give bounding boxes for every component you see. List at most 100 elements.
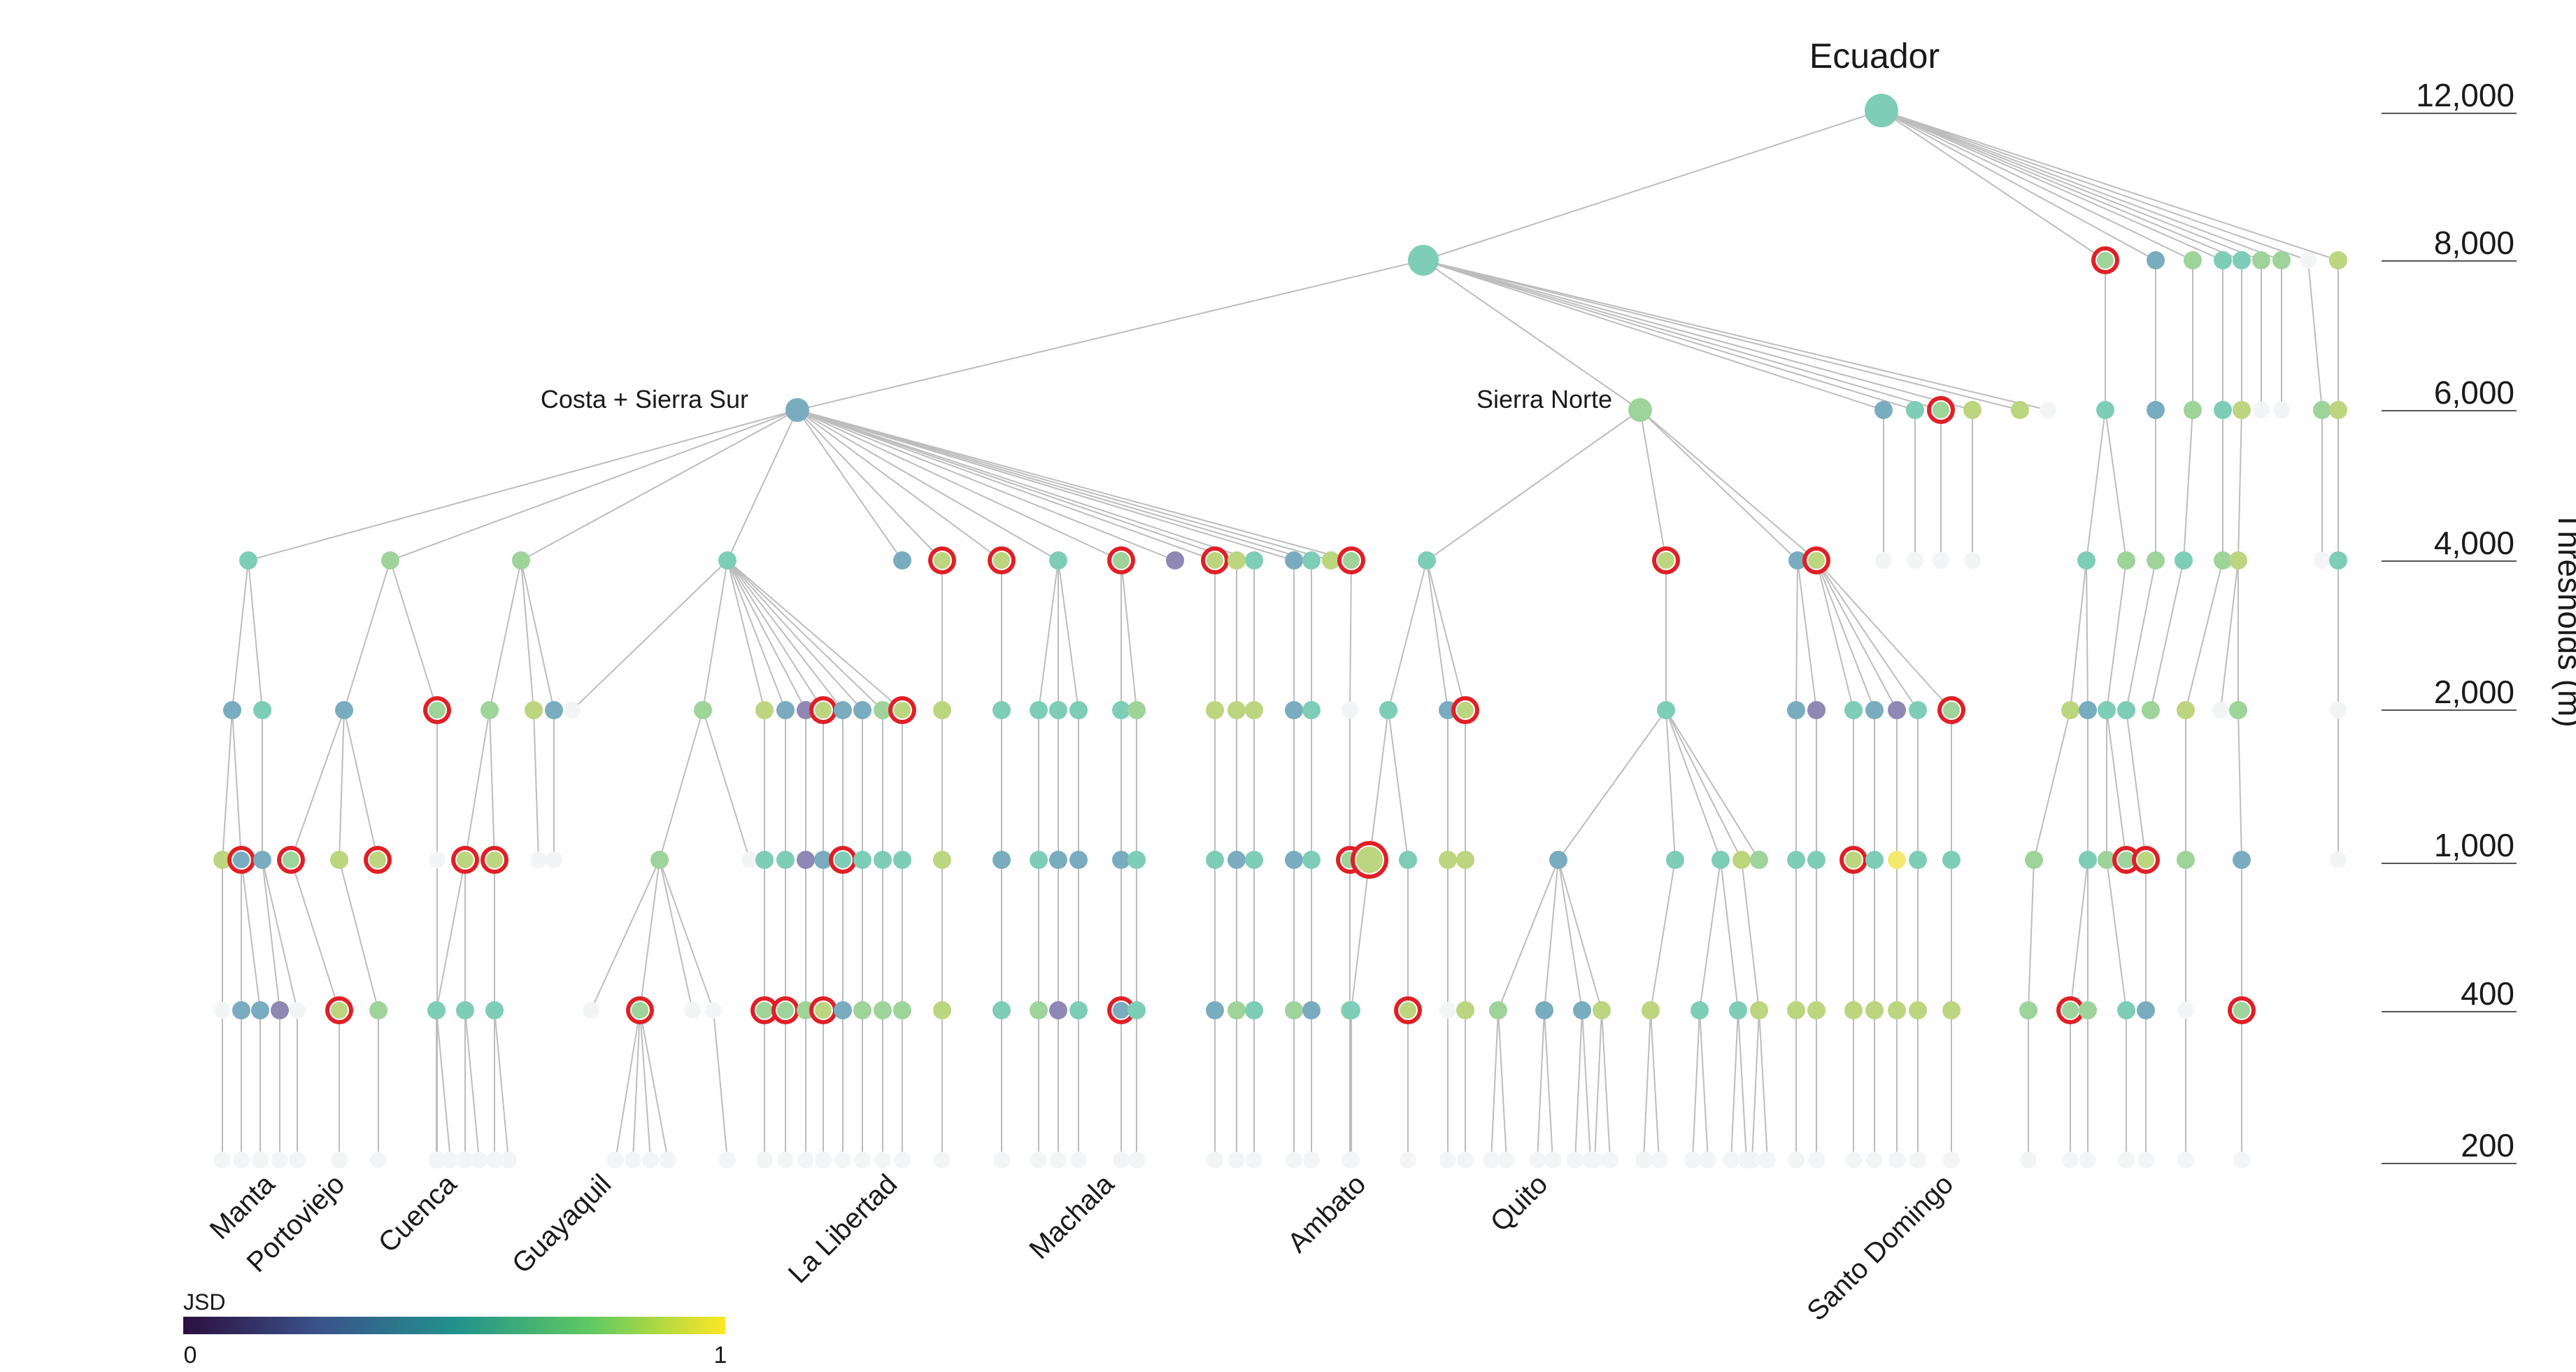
tree-node (2137, 1152, 2154, 1168)
tree-node (1642, 1001, 1660, 1019)
tree-node (1343, 1152, 1360, 1168)
tree-node (1549, 851, 1567, 869)
tree-node (1787, 851, 1805, 869)
tree-edge (2183, 409, 2193, 561)
tree-edge (1423, 260, 1973, 411)
tree-node (1285, 1001, 1303, 1019)
tree-node (1651, 1152, 1667, 1168)
threshold-label: 8,000 (2434, 225, 2514, 261)
tree-node (1943, 1152, 1960, 1168)
tree-node (427, 700, 447, 720)
tree-node (718, 551, 736, 570)
tree-node (1205, 551, 1225, 570)
tree-node (893, 1001, 911, 1019)
tree-node (281, 850, 301, 870)
tree-node (239, 551, 257, 570)
tree-edge (464, 1010, 480, 1161)
tree-edge (1423, 260, 1641, 411)
tree-edge (1537, 1010, 1545, 1161)
tree-node (785, 398, 809, 422)
tree-node (1909, 1001, 1927, 1019)
tree-edge (1581, 1010, 1591, 1161)
tree-node (335, 701, 353, 719)
tree-node (1807, 851, 1826, 869)
tree-edge (702, 560, 728, 711)
tree-node (933, 1001, 951, 1019)
tree-node (1888, 851, 1906, 869)
tree-node (1439, 1152, 1456, 1168)
tree-edge (571, 560, 728, 711)
tree-node (933, 851, 951, 869)
tree-node (1439, 1002, 1456, 1019)
tree-edge (639, 1010, 669, 1161)
tree-node (1666, 851, 1684, 869)
tree-edge (1423, 260, 2049, 411)
tree-edge (2106, 859, 2127, 1011)
tree-node (874, 851, 892, 869)
tree-node (456, 1001, 474, 1019)
tree-node (776, 851, 795, 869)
city-label-machala: Machala (1023, 1168, 1120, 1266)
tree-node (2330, 851, 2347, 868)
tree-edge (1423, 260, 2021, 411)
tree-node (546, 851, 562, 868)
tree-node (1127, 851, 1146, 869)
tree-node (1398, 1000, 1418, 1020)
tree-node (1844, 701, 1863, 719)
tree-edge (1497, 1010, 1507, 1161)
tree-edge (713, 1010, 728, 1161)
tree-node (834, 1152, 851, 1168)
tree-node (1069, 1001, 1088, 1019)
tree-edge (262, 859, 298, 1011)
tree-node (2184, 401, 2202, 419)
tree-node (1865, 701, 1884, 719)
tree-node (1112, 851, 1130, 869)
tree-edge (797, 409, 903, 561)
tree-node (214, 1152, 231, 1168)
tree-edge (797, 409, 1255, 561)
tree-node (853, 701, 871, 719)
tree-node (2117, 551, 2135, 570)
threshold-label: 200 (2461, 1127, 2514, 1164)
tree-edge (1643, 1010, 1651, 1161)
tree-node (2147, 401, 2165, 419)
tree-edge (797, 409, 1002, 561)
tree-edge (1751, 1010, 1760, 1161)
tree-node (1888, 1152, 1905, 1168)
tree-edge (797, 409, 1352, 561)
tree-edge (343, 709, 378, 861)
tree-node (2300, 252, 2317, 269)
tree-node (2272, 251, 2291, 269)
tree-edge (390, 409, 798, 561)
tree-edge (2106, 560, 2127, 711)
tree-node (1245, 551, 1263, 570)
tree-edge (1490, 1010, 1499, 1161)
tree-node (1050, 1152, 1067, 1168)
legend-colorbar (183, 1317, 725, 1334)
tree-node (1206, 701, 1224, 719)
tree-edge (727, 409, 798, 561)
tree-node (442, 1152, 459, 1168)
tree-edge (1665, 709, 1760, 861)
tree-node (1866, 1152, 1883, 1168)
tree-edge (436, 859, 466, 1011)
tree-edge (1369, 709, 1389, 861)
tree-edge (797, 409, 1176, 561)
tree-node (1285, 851, 1303, 869)
tree-node (741, 851, 758, 868)
tree-edge (797, 260, 1424, 411)
tree-node (253, 851, 271, 869)
tree-node (485, 1001, 504, 1019)
tree-node (934, 1152, 951, 1168)
legend-title: JSD (183, 1289, 225, 1315)
city-label-la-libertad: La Libertad (783, 1168, 904, 1289)
tree-edge (1544, 859, 1559, 1011)
tree-edge (659, 859, 693, 1011)
tree-edge (1426, 560, 1466, 711)
tree-node (797, 851, 815, 869)
threshold-label: 1,000 (2434, 827, 2514, 863)
tree-edge (727, 560, 786, 711)
tree-node (2177, 1152, 2194, 1168)
tree-node (1128, 1152, 1145, 1168)
